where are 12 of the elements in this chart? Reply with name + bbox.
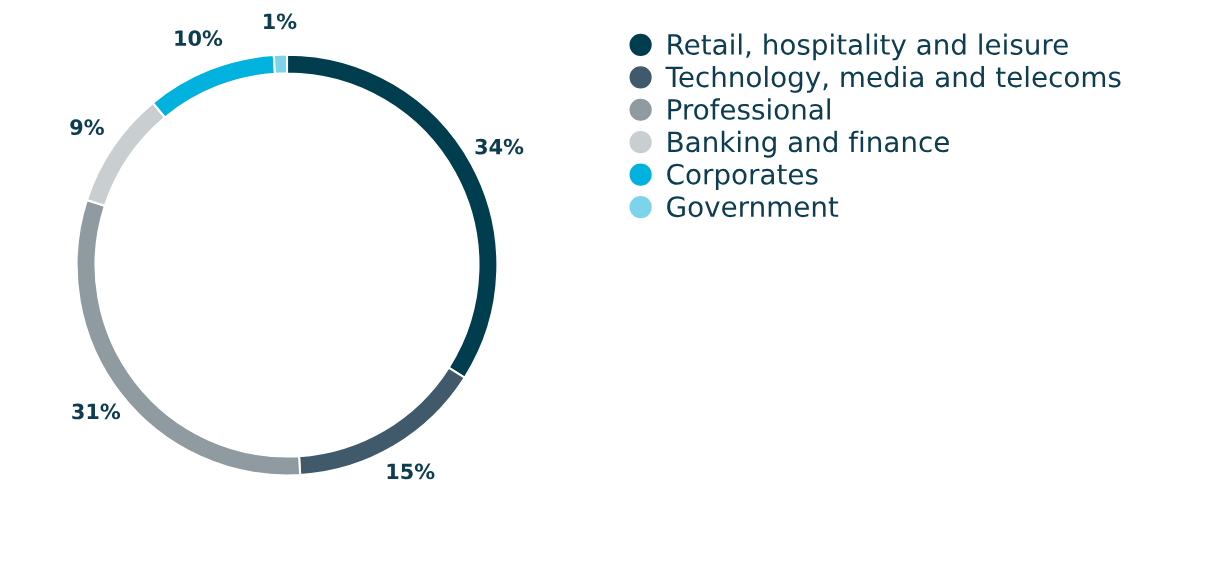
legend-label: Banking and finance (668, 130, 949, 158)
legend-label: Professional (668, 98, 830, 120)
legend-label: Corporates (667, 163, 818, 191)
legend-label: Technology, media and telecoms (665, 65, 1121, 93)
legend-label: Retail, hospitality and leisure (668, 33, 1068, 61)
legend-label: Government (667, 196, 839, 218)
data-label: 31% (72, 403, 121, 420)
data-label: 9% (70, 119, 104, 136)
data-label: 1% (264, 13, 297, 30)
data-label: 15% (387, 463, 435, 480)
data-label: 34% (475, 138, 524, 155)
data-label: 10% (175, 30, 223, 47)
